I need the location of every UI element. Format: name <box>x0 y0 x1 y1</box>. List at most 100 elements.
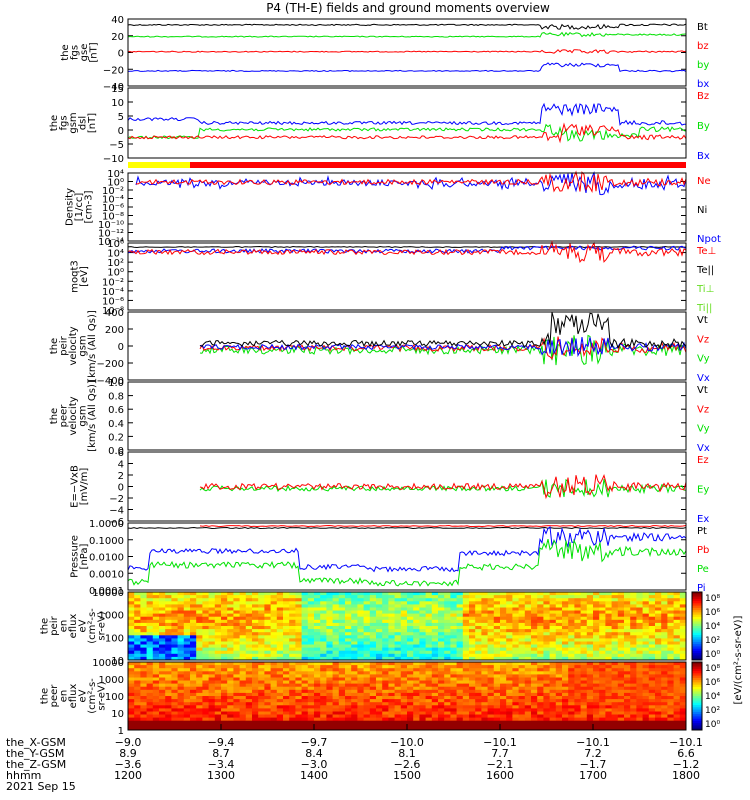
heatmap-cell <box>512 595 519 599</box>
heatmap-cell <box>159 723 166 728</box>
heatmap-cell <box>177 607 185 611</box>
heatmap-cell <box>351 668 358 672</box>
heatmap-cell <box>190 644 197 648</box>
heatmap-cell <box>444 689 451 694</box>
heatmap-cell <box>425 692 433 697</box>
heatmap-cell <box>438 717 445 722</box>
heatmap-cell <box>624 650 631 655</box>
heatmap-cell <box>264 656 271 661</box>
heatmap-cell <box>276 647 284 652</box>
heatmap-cell <box>233 632 240 636</box>
x-axis-value: 1400 <box>300 769 328 782</box>
heatmap-cell <box>363 677 371 681</box>
heatmap-cell <box>369 616 377 621</box>
heatmap-cell <box>456 641 464 645</box>
heatmap-cell <box>295 647 302 652</box>
heatmap-cell <box>562 686 569 691</box>
heatmap-cell <box>128 629 135 633</box>
heatmap-cell <box>376 680 383 684</box>
heatmap-cell <box>475 683 482 688</box>
heatmap-cell <box>264 711 271 715</box>
y-tick-label: 10⁻² <box>102 186 124 197</box>
heatmap-cell <box>314 598 321 602</box>
heatmap-cell <box>320 653 327 658</box>
heatmap-cell <box>586 680 594 684</box>
heatmap-cell <box>146 699 154 703</box>
heatmap-cell <box>351 595 358 599</box>
heatmap-cell <box>146 686 154 691</box>
heatmap-cell <box>506 696 513 700</box>
heatmap-cell <box>388 656 395 661</box>
heatmap-cell <box>146 714 154 718</box>
heatmap-cell <box>624 668 631 672</box>
heatmap-cell <box>648 686 656 691</box>
heatmap-cell <box>177 686 185 691</box>
heatmap-cell <box>506 601 513 605</box>
heatmap-cell <box>394 726 402 731</box>
heatmap-cell <box>407 622 414 627</box>
heatmap-cell <box>574 674 581 678</box>
heatmap-cell <box>202 650 209 655</box>
heatmap-cell <box>413 635 420 639</box>
y-tick-label: 10⁻² <box>102 277 124 288</box>
heatmap-cell <box>264 726 271 731</box>
heatmap-cell <box>673 644 681 648</box>
heatmap-cell <box>140 656 147 661</box>
heatmap-cell <box>500 674 507 678</box>
heatmap-cell <box>214 619 222 624</box>
heatmap-cell <box>549 595 557 599</box>
heatmap-cell <box>134 717 141 722</box>
heatmap-cell <box>227 717 234 722</box>
heatmap-cell <box>450 674 457 678</box>
heatmap-cell <box>543 711 550 715</box>
heatmap-cell <box>562 708 569 712</box>
heatmap-cell <box>425 689 433 694</box>
heatmap-cell <box>450 616 457 621</box>
panel-ylabel-line: the <box>40 688 51 704</box>
heatmap-cell <box>289 644 296 648</box>
heatmap-cell <box>345 638 352 642</box>
y-tick-label: 0.8 <box>108 392 124 403</box>
heatmap-cell <box>165 653 172 658</box>
heatmap-cell <box>624 601 631 605</box>
heatmap-cell <box>190 686 197 691</box>
heatmap-cell <box>655 616 662 621</box>
heatmap-cell <box>369 619 377 624</box>
heatmap-cell <box>568 696 575 700</box>
heatmap-cell <box>469 622 476 627</box>
heatmap-cell <box>301 705 309 709</box>
series-pe <box>127 538 687 587</box>
heatmap-cell <box>338 653 346 658</box>
heatmap-cell <box>177 626 185 630</box>
heatmap-cell <box>537 686 544 691</box>
heatmap-cell <box>140 632 147 636</box>
heatmap-cell <box>357 686 364 691</box>
heatmap-cell <box>537 692 544 697</box>
heatmap-cell <box>258 656 265 661</box>
heatmap-cell <box>624 662 631 666</box>
heatmap-cell <box>580 601 588 605</box>
heatmap-cell <box>208 720 216 725</box>
heatmap-cell <box>351 686 358 691</box>
heatmap-cell <box>568 598 575 602</box>
heatmap-cell <box>245 626 253 630</box>
heatmap-cell <box>388 604 395 608</box>
heatmap-cell <box>152 626 160 630</box>
heatmap-cell <box>183 641 191 645</box>
heatmap-cell <box>568 708 575 712</box>
heatmap-cell <box>568 702 575 706</box>
heatmap-cell <box>283 674 290 678</box>
heatmap-cell <box>171 613 178 618</box>
heatmap-cell <box>469 708 476 712</box>
heatmap-cell <box>456 726 464 731</box>
heatmap-cell <box>363 647 371 652</box>
heatmap-cell <box>562 601 569 605</box>
y-tick-label: 10000 <box>92 658 124 669</box>
heatmap-cell <box>562 665 569 669</box>
heatmap-cell <box>413 699 420 703</box>
heatmap-cell <box>264 702 271 706</box>
heatmap-cell <box>369 595 377 599</box>
heatmap-cell <box>431 650 439 655</box>
heatmap-cell <box>648 692 656 697</box>
heatmap-cell <box>543 723 550 728</box>
